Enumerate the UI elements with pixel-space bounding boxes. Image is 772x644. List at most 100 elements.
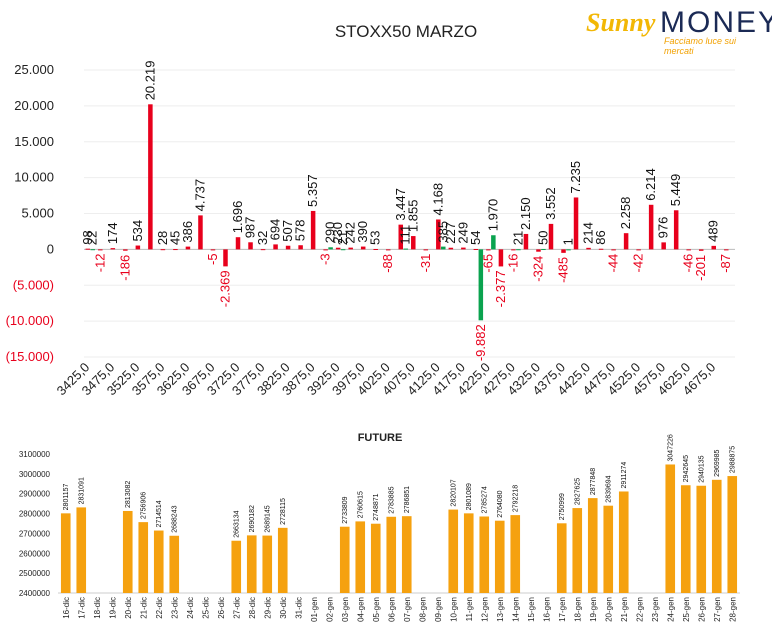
bar xyxy=(262,535,273,593)
bar xyxy=(673,210,679,250)
data-label: 2911274 xyxy=(621,462,628,489)
data-label: -3 xyxy=(318,253,333,265)
x-tick-label: 24-gen xyxy=(666,597,675,622)
bar xyxy=(235,237,241,250)
data-label: 489 xyxy=(706,220,721,242)
x-tick-label: 29-dic xyxy=(263,597,272,619)
bar xyxy=(185,246,191,250)
bar xyxy=(248,242,253,250)
data-label: 2663134 xyxy=(234,510,241,537)
bar xyxy=(556,523,567,593)
data-label: -65 xyxy=(480,254,495,273)
data-label: 2969985 xyxy=(714,449,721,476)
bar xyxy=(348,247,353,250)
bar xyxy=(373,248,378,250)
y-tick-label: (15.000) xyxy=(6,349,54,364)
x-tick-label: 19-dic xyxy=(108,597,117,619)
data-label: 1 xyxy=(560,238,575,245)
bar xyxy=(491,235,496,250)
data-label: -12 xyxy=(92,253,107,272)
y-tick-label: 0 xyxy=(47,241,54,256)
data-label: 249 xyxy=(455,222,470,244)
bar xyxy=(273,244,278,250)
bar xyxy=(536,249,541,252)
bar xyxy=(541,249,546,251)
logo-tagline: Facciamo luce sui mercati xyxy=(664,36,737,56)
data-label: 2839694 xyxy=(606,475,613,502)
data-label: 20.219 xyxy=(142,61,157,101)
data-label: 54 xyxy=(468,231,483,245)
chart-title: FUTURE xyxy=(358,432,403,444)
bar xyxy=(277,527,288,593)
data-label: -44 xyxy=(606,254,621,273)
data-label: 22 xyxy=(85,231,100,245)
y-tick-label: 5.000 xyxy=(21,206,54,221)
x-tick-label: 20-gen xyxy=(604,597,613,622)
data-label: 2748871 xyxy=(373,493,380,520)
bar xyxy=(463,513,474,593)
x-tick-label: 25-dic xyxy=(201,597,210,619)
data-label: 5.449 xyxy=(668,174,683,207)
data-label: 3.552 xyxy=(543,187,558,220)
data-label: 2801157 xyxy=(63,484,70,511)
data-label: -201 xyxy=(693,255,708,281)
bar xyxy=(680,485,691,593)
data-label: 242 xyxy=(343,222,358,244)
y-tick-label: 2800000 xyxy=(19,510,51,519)
bar xyxy=(323,249,328,251)
bar xyxy=(210,249,216,251)
y-tick-label: 2500000 xyxy=(19,569,51,578)
bar xyxy=(572,508,583,593)
data-label: -186 xyxy=(117,255,132,281)
data-label: 2.258 xyxy=(618,197,633,230)
y-tick-label: 2900000 xyxy=(19,490,51,499)
data-label: -2.369 xyxy=(217,270,232,307)
data-label: 5.357 xyxy=(305,174,320,207)
data-label: 45 xyxy=(167,231,182,245)
x-tick-label: 18-gen xyxy=(573,597,582,622)
data-label: 2827625 xyxy=(575,478,582,505)
y-tick-label: 2600000 xyxy=(19,549,51,558)
data-label: 390 xyxy=(355,221,370,243)
data-label: 2792218 xyxy=(513,485,520,512)
bar xyxy=(335,247,341,250)
data-label: 111 xyxy=(398,225,413,245)
bar xyxy=(561,249,566,253)
y-tick-label: 25.000 xyxy=(14,62,54,77)
y-tick-label: 2700000 xyxy=(19,529,51,538)
data-label: 1.970 xyxy=(485,199,500,232)
bar xyxy=(122,510,133,593)
bar xyxy=(661,242,666,250)
data-label: 2690182 xyxy=(249,505,256,532)
bar xyxy=(135,245,141,250)
x-tick-label: 21-dic xyxy=(139,597,148,619)
x-tick-label: 12-gen xyxy=(480,597,489,622)
data-label: -2.377 xyxy=(493,270,508,307)
bar xyxy=(398,224,404,250)
data-label: 2714514 xyxy=(156,500,163,527)
bar xyxy=(566,249,571,251)
data-label: 98 xyxy=(80,230,95,244)
x-tick-label: 23-dic xyxy=(170,597,179,619)
bar xyxy=(285,245,291,250)
sunny-money-logo: Sunny MONEY Facciamo luce sui mercati xyxy=(586,6,772,56)
x-tick-label: 19-gen xyxy=(589,597,598,622)
data-label: 2750999 xyxy=(559,493,566,520)
data-label: 230 xyxy=(330,222,345,244)
data-label: 2689145 xyxy=(265,505,272,532)
data-label: 694 xyxy=(268,219,283,241)
x-tick-label: 07-gen xyxy=(403,597,412,622)
bar xyxy=(618,491,629,593)
data-label: -16 xyxy=(505,253,520,272)
data-label: -42 xyxy=(631,254,646,273)
data-label: 53 xyxy=(368,231,383,245)
bar xyxy=(711,245,716,250)
y-tick-label: 20.000 xyxy=(14,98,54,113)
bar xyxy=(603,505,614,593)
bar xyxy=(355,521,366,593)
x-tick-label: 13-gen xyxy=(496,597,505,622)
data-label: 578 xyxy=(293,220,308,242)
data-label: 2764080 xyxy=(497,490,504,517)
y-tick-label: (5.000) xyxy=(13,277,54,292)
x-tick-label: 26-dic xyxy=(217,597,226,619)
